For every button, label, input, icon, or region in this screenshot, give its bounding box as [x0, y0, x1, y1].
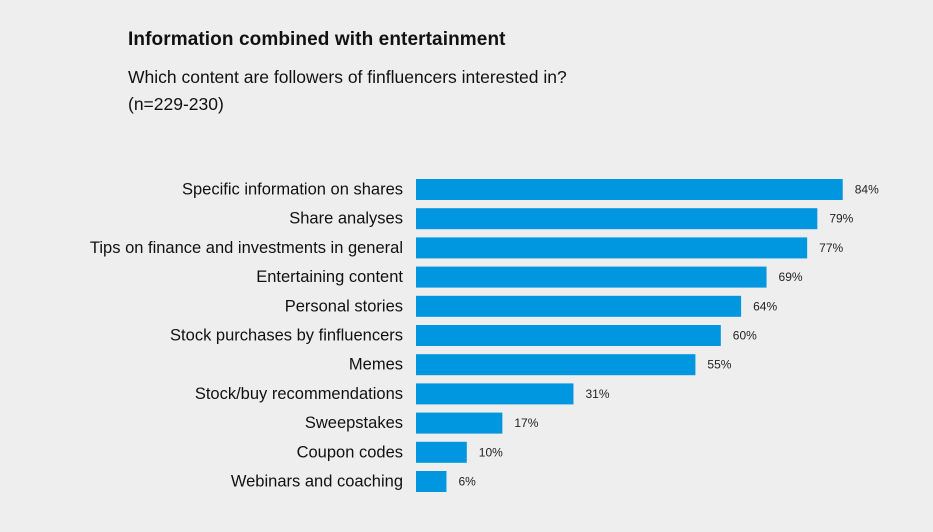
bar	[416, 237, 808, 259]
bar	[416, 208, 818, 230]
category-label: Memes	[349, 356, 403, 374]
value-label: 31%	[585, 387, 609, 401]
category-label: Stock/buy recommendations	[195, 385, 403, 403]
value-label: 79%	[829, 212, 853, 226]
subtitle-sample-size: (n=229-230)	[128, 94, 224, 114]
category-label: Personal stories	[285, 297, 403, 315]
category-label: Coupon codes	[297, 443, 403, 461]
value-label: 6%	[458, 475, 476, 489]
category-label: Stock purchases by finfluencers	[170, 327, 403, 345]
bar	[416, 295, 742, 317]
category-label: Tips on finance and investments in gener…	[90, 239, 403, 257]
value-label: 10%	[479, 445, 503, 459]
category-label: Entertaining content	[256, 268, 403, 286]
value-label: 69%	[779, 270, 803, 284]
chart-title: Information combined with entertainment	[128, 29, 506, 50]
bar	[416, 354, 696, 376]
value-labels-group: 84% 79% 77% 69% 64% 60% 55% 31% 17% 10% 6%	[458, 183, 879, 489]
value-label: 77%	[819, 241, 843, 255]
value-label: 84%	[855, 183, 879, 197]
value-label: 17%	[514, 416, 538, 430]
category-label: Share analyses	[289, 210, 403, 228]
bars-group	[416, 179, 843, 492]
bar	[416, 266, 767, 288]
bar	[416, 471, 447, 492]
category-label: Webinars and coaching	[231, 473, 403, 491]
value-label: 55%	[707, 358, 731, 372]
category-label: Specific information on shares	[182, 181, 403, 199]
category-labels-group: Specific information on shares Share anal…	[90, 181, 403, 491]
bar	[416, 412, 503, 434]
bar	[416, 383, 574, 405]
bar	[416, 325, 721, 346]
subtitle-question: Which content are followers of finfluenc…	[128, 67, 567, 87]
category-label: Sweepstakes	[305, 414, 403, 432]
chart-subtitle: Which content are followers of finfluenc…	[128, 64, 567, 118]
bar	[416, 179, 843, 200]
bar	[416, 441, 467, 463]
value-label: 64%	[753, 299, 777, 313]
value-label: 60%	[733, 329, 757, 343]
